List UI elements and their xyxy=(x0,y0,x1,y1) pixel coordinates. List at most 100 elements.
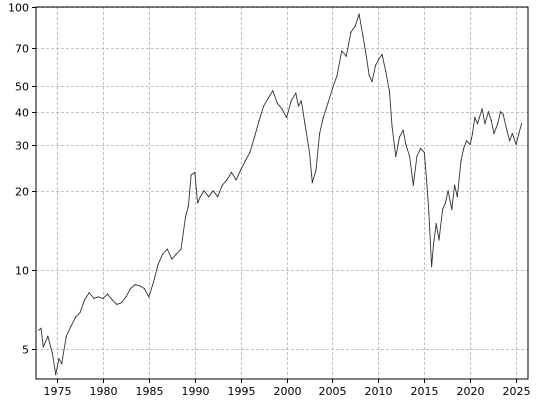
axes: 1975 1980 1985 1990 1995 2000 2005 2010 2015 2020… xyxy=(8,2,531,399)
data-point xyxy=(93,297,95,299)
data-point xyxy=(435,223,437,225)
data-point xyxy=(295,92,297,94)
data-point xyxy=(381,53,383,56)
data-point xyxy=(185,215,187,217)
data-point xyxy=(249,151,251,153)
data-point xyxy=(341,50,343,52)
data-point xyxy=(244,160,246,162)
data-point xyxy=(391,126,393,128)
x-tick-label: 1995 xyxy=(228,385,256,398)
data-point xyxy=(456,196,458,198)
data-point xyxy=(297,105,300,107)
data-point xyxy=(286,116,288,119)
data-point xyxy=(190,174,192,176)
data-point xyxy=(308,151,311,153)
data-point xyxy=(51,353,54,355)
data-point xyxy=(476,123,479,125)
data-point xyxy=(490,120,492,122)
data-point xyxy=(107,293,109,295)
data-point xyxy=(463,147,465,149)
y-tick-label: 5 xyxy=(22,344,29,357)
data-point xyxy=(125,296,127,298)
data-point xyxy=(409,155,411,158)
data-point xyxy=(281,108,283,110)
data-point xyxy=(451,208,453,210)
data-point xyxy=(469,143,471,146)
data-point xyxy=(40,327,42,329)
y-tick-label: 20 xyxy=(15,186,29,199)
data-point xyxy=(442,208,444,210)
data-point xyxy=(428,212,430,214)
data-point xyxy=(175,253,177,255)
data-point xyxy=(65,335,67,337)
data-point xyxy=(385,70,387,72)
data-point xyxy=(402,129,404,131)
data-point xyxy=(166,248,168,250)
data-point xyxy=(506,129,508,131)
data-point xyxy=(197,202,199,204)
data-point xyxy=(354,25,356,27)
x-tick-label: 2000 xyxy=(274,385,302,398)
data-point xyxy=(120,302,122,304)
x-tick-label: 1980 xyxy=(90,385,118,398)
x-tick-label: 2010 xyxy=(365,385,393,398)
data-point xyxy=(187,205,189,207)
data-point xyxy=(263,105,265,107)
data-point xyxy=(38,329,40,331)
data-point xyxy=(42,346,44,348)
data-point xyxy=(139,285,141,287)
data-point xyxy=(300,100,302,102)
data-point xyxy=(97,296,99,298)
data-point xyxy=(345,55,347,57)
data-point xyxy=(111,299,113,301)
data-point xyxy=(272,90,274,92)
data-point xyxy=(217,196,219,198)
y-tick-label: 50 xyxy=(15,81,29,94)
data-point xyxy=(70,325,72,327)
data-point xyxy=(116,303,118,305)
data-point xyxy=(226,179,228,181)
data-point xyxy=(398,136,401,138)
data-point xyxy=(74,316,77,318)
y-tick-label: 30 xyxy=(15,140,29,153)
data-point xyxy=(484,123,486,125)
data-point xyxy=(194,171,196,173)
data-point xyxy=(377,59,379,61)
data-point xyxy=(412,184,414,186)
data-point xyxy=(362,34,364,37)
x-tick-label: 2005 xyxy=(319,385,347,398)
data-point xyxy=(497,123,499,125)
data-point xyxy=(162,253,164,255)
data-point xyxy=(267,97,269,99)
data-point xyxy=(88,292,90,294)
data-point xyxy=(322,116,324,119)
data-point xyxy=(235,179,237,181)
y-tick-label: 40 xyxy=(15,107,29,120)
data-point xyxy=(230,171,233,173)
plot-frame xyxy=(35,6,529,380)
data-point xyxy=(511,133,513,135)
grid xyxy=(36,7,528,379)
data-point xyxy=(509,140,511,142)
data-point xyxy=(290,100,292,102)
data-point xyxy=(454,184,456,186)
data-point xyxy=(521,123,523,125)
series-layer xyxy=(38,13,523,376)
data-point xyxy=(438,239,440,241)
x-tick-label: 2025 xyxy=(503,385,531,398)
data-point xyxy=(84,299,86,301)
data-point xyxy=(129,287,132,290)
data-point xyxy=(432,243,435,246)
data-point xyxy=(431,266,433,268)
data-point xyxy=(358,13,360,15)
data-point xyxy=(518,133,520,135)
data-point xyxy=(143,287,145,290)
data-point xyxy=(405,143,407,146)
y-tick-label: 70 xyxy=(15,43,29,56)
data-point xyxy=(423,151,425,153)
data-point xyxy=(474,116,476,119)
data-point xyxy=(447,190,449,192)
x-tick-label: 1975 xyxy=(44,385,72,398)
data-point xyxy=(481,108,483,110)
